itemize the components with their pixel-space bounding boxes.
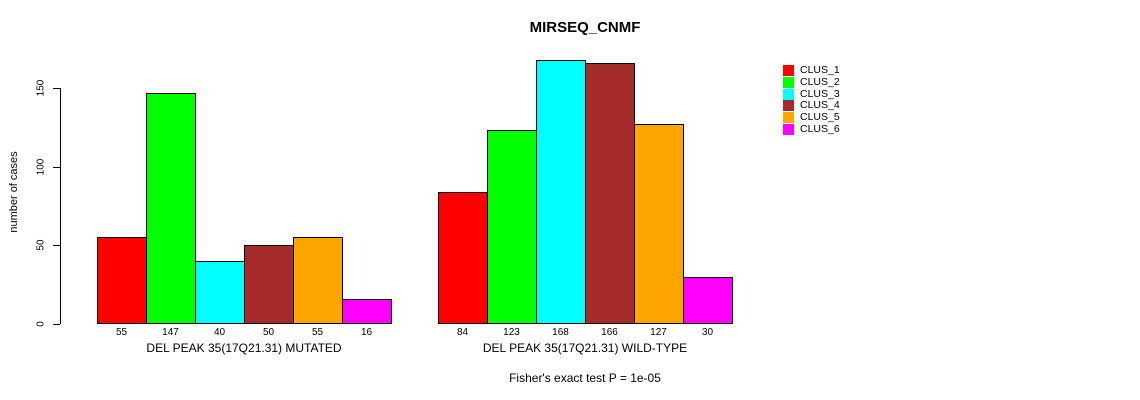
legend-label: CLUS_1 [800, 64, 840, 76]
legend-label: CLUS_6 [800, 123, 840, 135]
y-axis-title: number of cases [8, 151, 20, 233]
legend-label: CLUS_3 [800, 87, 840, 100]
chart-title: MIRSEQ_CNMF [529, 19, 641, 36]
legend-item: CLUS_2 [783, 75, 840, 88]
legend-item: CLUS_4 [783, 99, 840, 112]
group-label-wild-type: DEL PEAK 35(17Q21.31) WILD-TYPE [482, 341, 688, 355]
bar-value-label: 166 [601, 327, 618, 338]
y-axis-line [60, 88, 61, 324]
group-label-mutated: DEL PEAK 35(17Q21.31) MUTATED [146, 341, 342, 355]
bar-clus_1 [97, 237, 147, 324]
bar-clus_4 [585, 63, 635, 324]
legend-item: CLUS_5 [783, 111, 840, 124]
y-tick-mark [53, 167, 60, 168]
y-tick-mark [53, 324, 60, 325]
legend-swatch [783, 65, 794, 76]
y-tick-label: 100 [35, 158, 47, 176]
bar-clus_3 [536, 60, 586, 324]
legend-label: CLUS_4 [800, 99, 840, 112]
bar-value-label: 127 [650, 327, 667, 338]
bar-clus_3 [195, 261, 245, 324]
bar-value-label: 16 [360, 327, 373, 338]
bar-clus_5 [634, 124, 684, 324]
legend-swatch [783, 76, 794, 88]
legend-swatch [783, 100, 794, 112]
bar-value-label: 147 [162, 327, 179, 338]
y-tick-label: 50 [35, 239, 47, 251]
bar-value-label: 55 [115, 327, 128, 338]
y-tick-mark [53, 245, 60, 246]
bar-value-label: 40 [213, 327, 226, 338]
bar-clus_5 [293, 237, 343, 324]
bar-value-label: 50 [262, 327, 275, 338]
y-tick-label: 150 [35, 79, 47, 97]
legend-swatch [783, 88, 794, 100]
bar-clus_2 [146, 93, 196, 324]
bar-clus_1 [438, 192, 488, 324]
y-tick-label: 0 [35, 321, 47, 327]
legend-item: CLUS_6 [783, 124, 840, 135]
legend-swatch [783, 112, 794, 124]
bar-clus_4 [244, 245, 294, 324]
legend-swatch [783, 124, 794, 135]
bar-value-label: 55 [311, 327, 324, 338]
fisher-test-annotation: Fisher's exact test P = 1e-05 [509, 371, 661, 385]
bar-value-label: 30 [701, 327, 714, 338]
legend-item: CLUS_1 [783, 65, 840, 76]
legend-label: CLUS_5 [800, 111, 840, 124]
legend-item: CLUS_3 [783, 87, 840, 100]
bar-value-label: 168 [552, 327, 569, 338]
bar-value-label: 123 [503, 327, 520, 338]
bar-clus_6 [342, 299, 392, 324]
bar-clus_6 [683, 277, 733, 324]
bar-clus_2 [487, 130, 537, 324]
bar-value-label: 84 [456, 327, 469, 338]
legend-label: CLUS_2 [800, 75, 840, 88]
y-tick-mark [53, 88, 60, 89]
